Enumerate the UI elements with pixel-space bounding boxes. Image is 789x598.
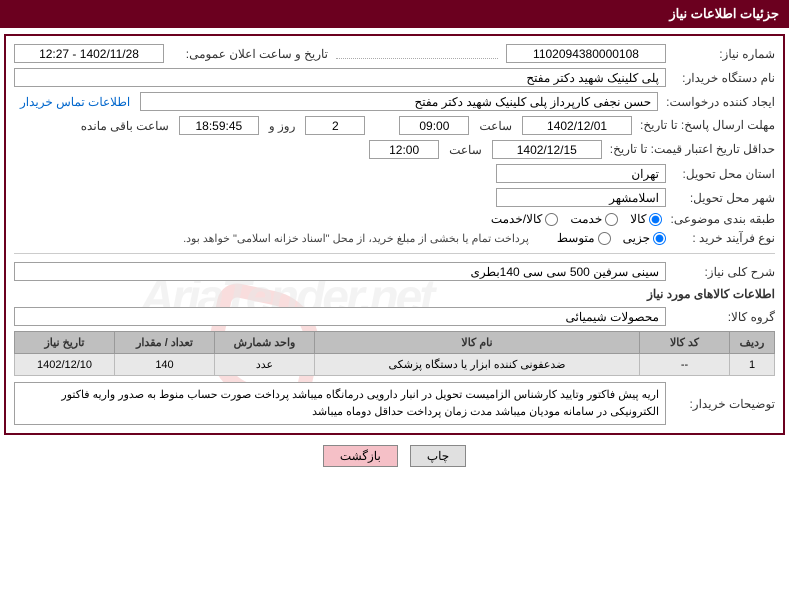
input-need-no xyxy=(506,44,666,63)
contact-link[interactable]: اطلاعات تماس خریدار xyxy=(14,95,136,109)
label-requester: ایجاد کننده درخواست: xyxy=(662,95,775,109)
radio-service-label: خدمت xyxy=(570,212,602,226)
row-process: نوع فرآیند خرید : جزیی متوسط پرداخت تمام… xyxy=(14,231,775,245)
buyer-desc-box: اریه پیش فاکتور وتایید کارشناس الزامیست … xyxy=(14,382,666,425)
label-buyer-desc: توضیحات خریدار: xyxy=(670,397,775,411)
label-process: نوع فرآیند خرید : xyxy=(670,231,775,245)
label-announce: تاریخ و ساعت اعلان عمومی: xyxy=(168,47,328,61)
page-header: جزئیات اطلاعات نیاز xyxy=(0,0,789,28)
label-city: شهر محل تحویل: xyxy=(670,191,775,205)
row-buyer-desc: توضیحات خریدار: اریه پیش فاکتور وتایید ک… xyxy=(14,382,775,425)
radio-partial[interactable]: جزیی xyxy=(623,231,666,245)
input-goods-group xyxy=(14,307,666,326)
label-category: طبقه بندی موضوعی: xyxy=(666,212,775,226)
input-city xyxy=(496,188,666,207)
row-deadline: مهلت ارسال پاسخ: تا تاریخ: ساعت روز و سا… xyxy=(14,116,775,135)
th-unit: واحد شمارش xyxy=(215,332,315,354)
label-deadline: مهلت ارسال پاسخ: تا تاریخ: xyxy=(636,118,775,132)
radio-medium[interactable]: متوسط xyxy=(557,231,611,245)
back-button[interactable]: بازگشت xyxy=(323,445,398,467)
row-category: طبقه بندی موضوعی: کالا خدمت کالا/خدمت xyxy=(14,212,775,226)
row-need-title: شرح کلی نیاز: xyxy=(14,262,775,281)
th-name: نام کالا xyxy=(315,332,640,354)
td-unit: عدد xyxy=(215,354,315,376)
row-requester: ایجاد کننده درخواست: اطلاعات تماس خریدار xyxy=(14,92,775,111)
label-price-valid: حداقل تاریخ اعتبار قیمت: تا تاریخ: xyxy=(606,142,775,156)
button-row: چاپ بازگشت xyxy=(0,445,789,467)
row-province: استان محل تحویل: xyxy=(14,164,775,183)
th-qty: تعداد / مقدار xyxy=(115,332,215,354)
label-province: استان محل تحویل: xyxy=(670,167,775,181)
radio-both-input[interactable] xyxy=(545,213,558,226)
label-remain: ساعت باقی مانده xyxy=(75,119,175,133)
radio-medium-input[interactable] xyxy=(598,232,611,245)
input-buyer xyxy=(14,68,666,87)
th-date: تاریخ نیاز xyxy=(15,332,115,354)
row-city: شهر محل تحویل: xyxy=(14,188,775,207)
td-date: 1402/12/10 xyxy=(15,354,115,376)
label-hour1: ساعت xyxy=(473,119,518,133)
radio-both-label: کالا/خدمت xyxy=(491,212,542,226)
radio-partial-label: جزیی xyxy=(623,231,650,245)
print-button[interactable]: چاپ xyxy=(410,445,466,467)
row-need-no: شماره نیاز: تاریخ و ساعت اعلان عمومی: xyxy=(14,44,775,63)
radio-process: جزیی متوسط xyxy=(557,231,666,245)
input-need-title xyxy=(14,262,666,281)
label-hour2: ساعت xyxy=(443,143,488,157)
input-pv-date xyxy=(492,140,602,159)
label-need-no: شماره نیاز: xyxy=(670,47,775,61)
divider1 xyxy=(14,253,775,254)
table-header-row: ردیف کد کالا نام کالا واحد شمارش تعداد /… xyxy=(15,332,775,354)
radio-partial-input[interactable] xyxy=(653,232,666,245)
row-buyer: نام دستگاه خریدار: xyxy=(14,68,775,87)
td-code: -- xyxy=(640,354,730,376)
td-name: ضدعفونی کننده ابزار یا دستگاه پزشکی xyxy=(315,354,640,376)
table-row: 1 -- ضدعفونی کننده ابزار یا دستگاه پزشکی… xyxy=(15,354,775,376)
radio-service-input[interactable] xyxy=(605,213,618,226)
label-day-and: روز و xyxy=(263,119,302,133)
label-goods-group: گروه کالا: xyxy=(670,310,775,324)
process-note: پرداخت تمام یا بخشی از مبلغ خرید، از محل… xyxy=(183,232,529,245)
page-title: جزئیات اطلاعات نیاز xyxy=(669,6,779,21)
radio-goods[interactable]: کالا xyxy=(630,212,662,226)
td-qty: 140 xyxy=(115,354,215,376)
goods-info-title: اطلاعات کالاهای مورد نیاز xyxy=(14,287,775,301)
th-row: ردیف xyxy=(730,332,775,354)
input-remain-days xyxy=(305,116,365,135)
input-requester xyxy=(140,92,658,111)
radio-service[interactable]: خدمت xyxy=(570,212,618,226)
label-buyer: نام دستگاه خریدار: xyxy=(670,71,775,85)
input-deadline-date xyxy=(522,116,632,135)
th-code: کد کالا xyxy=(640,332,730,354)
row-goods-group: گروه کالا: xyxy=(14,307,775,326)
radio-goods-input[interactable] xyxy=(649,213,662,226)
input-province xyxy=(496,164,666,183)
main-frame: شماره نیاز: تاریخ و ساعت اعلان عمومی: نا… xyxy=(4,34,785,435)
radio-medium-label: متوسط xyxy=(557,231,595,245)
input-remain-time xyxy=(179,116,259,135)
goods-table: ردیف کد کالا نام کالا واحد شمارش تعداد /… xyxy=(14,331,775,376)
radio-both[interactable]: کالا/خدمت xyxy=(491,212,558,226)
row-price-valid: حداقل تاریخ اعتبار قیمت: تا تاریخ: ساعت xyxy=(14,140,775,159)
input-deadline-hour xyxy=(399,116,469,135)
label-need-title: شرح کلی نیاز: xyxy=(670,265,775,279)
leader xyxy=(336,49,498,59)
input-pv-hour xyxy=(369,140,439,159)
radio-category: کالا خدمت کالا/خدمت xyxy=(491,212,663,226)
td-row: 1 xyxy=(730,354,775,376)
input-announce xyxy=(14,44,164,63)
radio-goods-label: کالا xyxy=(630,212,646,226)
